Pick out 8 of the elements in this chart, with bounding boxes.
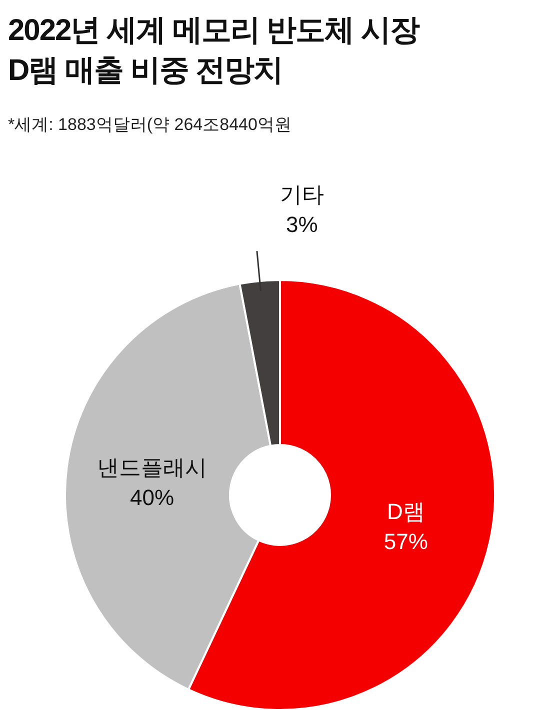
text: *세계: 1883억달러(약 264조8440억원 xyxy=(8,115,292,134)
slice-label: 낸드플래시 xyxy=(97,454,208,480)
data-label: 57% xyxy=(384,529,428,554)
chart-title: 2022년 세계 메모리 반도체 시장 D램 매출 비중 전망치 xyxy=(8,14,420,87)
data-label: 3% xyxy=(286,212,318,238)
slice-label: 기타 xyxy=(280,182,324,208)
slice-label: D램 xyxy=(386,499,425,524)
data-label: 40% xyxy=(130,484,174,510)
